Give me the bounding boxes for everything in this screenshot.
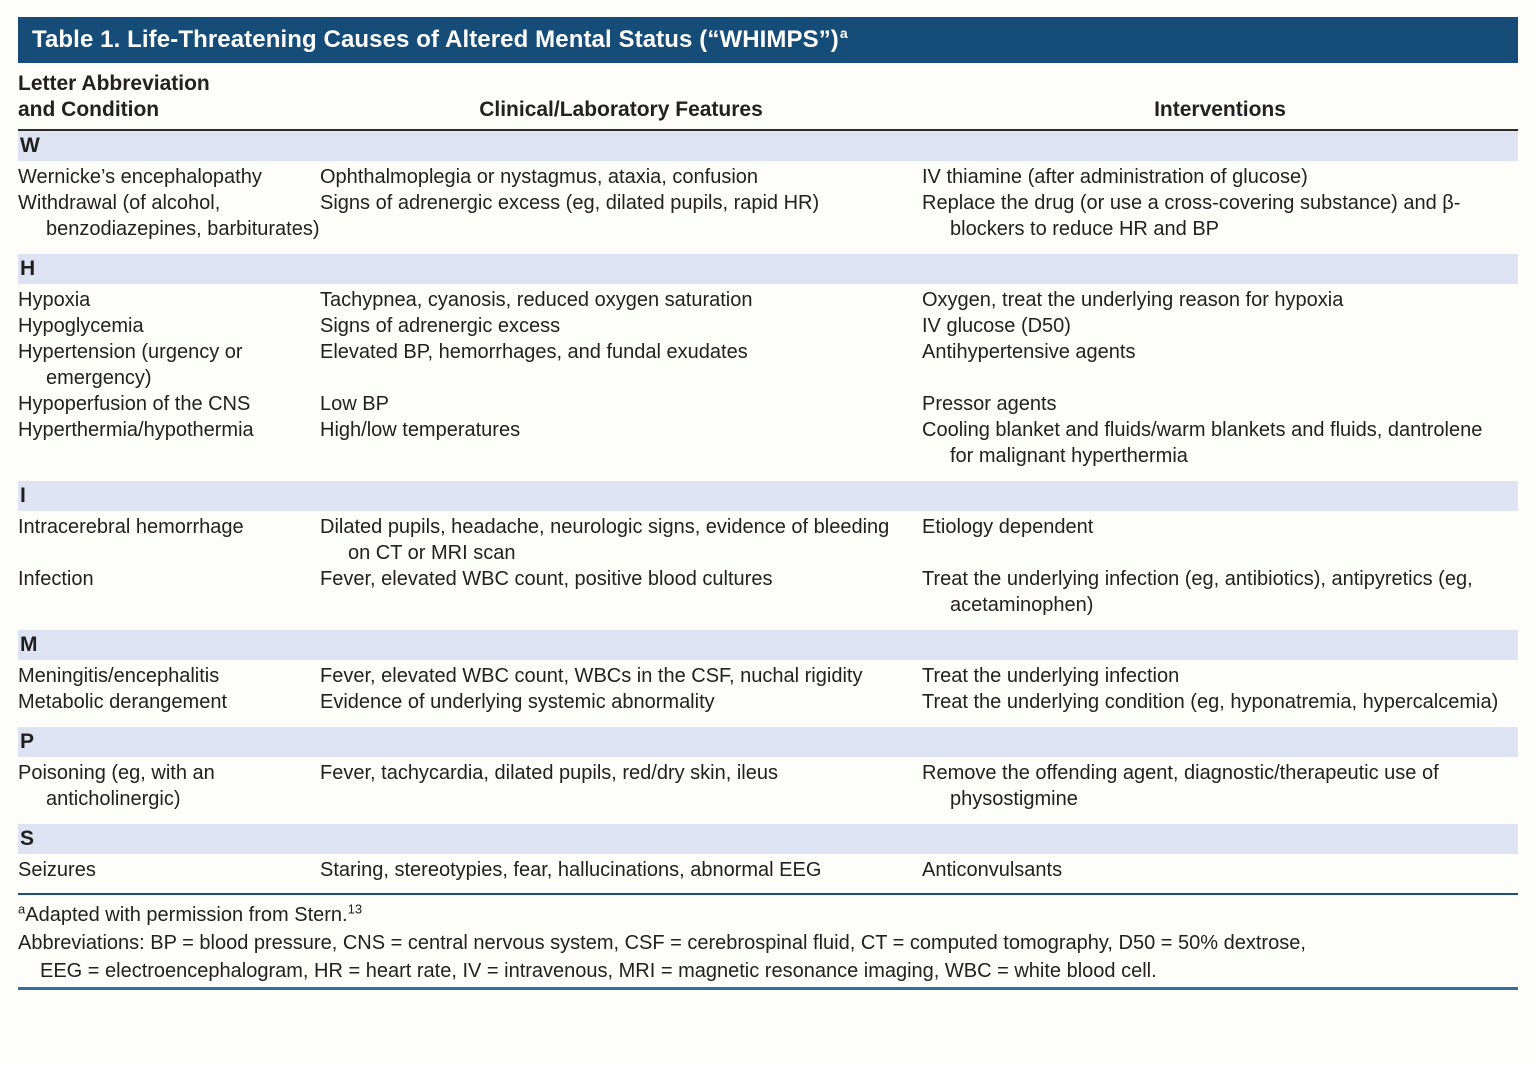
- table-title-footnote-marker: a: [839, 25, 848, 41]
- whimps-table-card: Table 1. Life-Threatening Causes of Alte…: [18, 17, 1518, 990]
- table-row: Hyperthermia/hypothermia High/low temper…: [18, 417, 1518, 481]
- table-row: Infection Fever, elevated WBC count, pos…: [18, 566, 1518, 630]
- interventions-cell: Antihypertensive agents: [922, 341, 1136, 363]
- column-header-features: Clinical/Laboratory Features: [320, 63, 922, 131]
- table-row: Withdrawal (of alcohol, benzodiazepines,…: [18, 190, 1518, 254]
- section-row-w: W: [18, 130, 1518, 161]
- condition-cell: Hyperthermia/hypothermia: [18, 419, 254, 441]
- pre-footnote-rule: [18, 893, 1518, 895]
- section-letter: H: [18, 254, 1518, 284]
- table-title-text: Table 1. Life-Threatening Causes of Alte…: [32, 26, 839, 53]
- table-row: Seizures Staring, stereotypies, fear, ha…: [18, 854, 1518, 893]
- condition-cell: Intracerebral hemorrhage: [18, 516, 244, 538]
- condition-cell: Hypoxia: [18, 289, 91, 311]
- page-title: Table 1. Life-Threatening Causes of Alte…: [32, 26, 848, 54]
- features-cell: Staring, stereotypies, fear, hallucinati…: [320, 859, 822, 881]
- footnote-adapted: aAdapted with permission from Stern.13: [18, 901, 1518, 929]
- interventions-cell: Cooling blanket and fluids/warm blankets…: [922, 419, 1483, 467]
- condition-cell: Wernicke’s encephalopathy: [18, 166, 262, 188]
- table-row: Metabolic derangement Evidence of underl…: [18, 689, 1518, 727]
- column-header-row: Letter Abbreviation and Condition Clinic…: [18, 63, 1518, 131]
- features-cell: Tachypnea, cyanosis, reduced oxygen satu…: [320, 289, 753, 311]
- features-cell: Signs of adrenergic excess (eg, dilated …: [320, 192, 820, 214]
- section-letter: W: [18, 130, 1518, 161]
- features-cell: Low BP: [320, 393, 389, 415]
- interventions-cell: Etiology dependent: [922, 516, 1094, 538]
- interventions-cell: Oxygen, treat the underlying reason for …: [922, 289, 1344, 311]
- interventions-cell: IV glucose (D50): [922, 315, 1071, 337]
- condition-cell: Withdrawal (of alcohol, benzodiazepines,…: [18, 192, 320, 240]
- table-row: Meningitis/encephalitis Fever, elevated …: [18, 660, 1518, 689]
- interventions-cell: Anticonvulsants: [922, 859, 1063, 881]
- condition-cell: Poisoning (eg, with an anticholinergic): [18, 762, 215, 810]
- footnote-reference-number: 13: [347, 901, 363, 917]
- interventions-cell: Treat the underlying condition (eg, hypo…: [922, 691, 1499, 713]
- footnote-abbreviations: Abbreviations: BP = blood pressure, CNS …: [18, 929, 1518, 985]
- features-cell: Fever, elevated WBC count, WBCs in the C…: [320, 665, 863, 687]
- section-row-p: P: [18, 727, 1518, 757]
- section-row-h: H: [18, 254, 1518, 284]
- section-letter: I: [18, 481, 1518, 511]
- condition-cell: Seizures: [18, 859, 96, 881]
- section-row-m: M: [18, 630, 1518, 660]
- footnote-marker: a: [18, 901, 26, 917]
- abbreviations-line1: Abbreviations: BP = blood pressure, CNS …: [18, 932, 1306, 954]
- features-cell: Fever, elevated WBC count, positive bloo…: [320, 568, 773, 590]
- abbreviations-line2: EEG = electroencephalogram, HR = heart r…: [40, 960, 1157, 982]
- section-letter: S: [18, 824, 1518, 854]
- interventions-cell: Pressor agents: [922, 393, 1057, 415]
- whimps-table: Letter Abbreviation and Condition Clinic…: [18, 63, 1518, 893]
- features-cell: Signs of adrenergic excess: [320, 315, 561, 337]
- column-header-condition-line2: and Condition: [18, 98, 160, 121]
- bottom-rule: [18, 987, 1518, 990]
- condition-cell: Hypoglycemia: [18, 315, 144, 337]
- interventions-cell: Treat the underlying infection: [922, 665, 1180, 687]
- interventions-cell: Remove the offending agent, diagnostic/t…: [922, 762, 1439, 810]
- interventions-cell: Replace the drug (or use a cross-coverin…: [922, 192, 1461, 240]
- section-letter: P: [18, 727, 1518, 757]
- features-cell: Dilated pupils, headache, neurologic sig…: [320, 516, 890, 564]
- table-row: Hypertension (urgency or emergency) Elev…: [18, 339, 1518, 391]
- section-row-i: I: [18, 481, 1518, 511]
- section-letter: M: [18, 630, 1518, 660]
- column-header-interventions: Interventions: [922, 63, 1518, 131]
- footnotes: aAdapted with permission from Stern.13 A…: [18, 895, 1518, 985]
- features-cell: Fever, tachycardia, dilated pupils, red/…: [320, 762, 778, 784]
- features-cell: High/low temperatures: [320, 419, 521, 441]
- section-row-s: S: [18, 824, 1518, 854]
- features-cell: Ophthalmoplegia or nystagmus, ataxia, co…: [320, 166, 759, 188]
- table-row: Hypoglycemia Signs of adrenergic excess …: [18, 313, 1518, 339]
- table-row: Poisoning (eg, with an anticholinergic) …: [18, 757, 1518, 824]
- condition-cell: Metabolic derangement: [18, 691, 228, 713]
- footnote-adapted-text: Adapted with permission from Stern.: [25, 904, 348, 926]
- interventions-cell: IV thiamine (after administration of glu…: [922, 166, 1308, 188]
- table-row: Intracerebral hemorrhage Dilated pupils,…: [18, 511, 1518, 566]
- table-row: Hypoperfusion of the CNS Low BP Pressor …: [18, 391, 1518, 417]
- table-title-bar: Table 1. Life-Threatening Causes of Alte…: [18, 17, 1518, 63]
- features-cell: Evidence of underlying systemic abnormal…: [320, 691, 715, 713]
- table-row: Hypoxia Tachypnea, cyanosis, reduced oxy…: [18, 284, 1518, 313]
- condition-cell: Meningitis/encephalitis: [18, 665, 220, 687]
- features-cell: Elevated BP, hemorrhages, and fundal exu…: [320, 341, 748, 363]
- condition-cell: Hypoperfusion of the CNS: [18, 393, 251, 415]
- column-header-condition: Letter Abbreviation and Condition: [18, 63, 320, 131]
- condition-cell: Infection: [18, 568, 94, 590]
- table-row: Wernicke’s encephalopathy Ophthalmoplegi…: [18, 161, 1518, 190]
- condition-cell: Hypertension (urgency or emergency): [18, 341, 243, 389]
- interventions-cell: Treat the underlying infection (eg, anti…: [922, 568, 1473, 616]
- column-header-condition-line1: Letter Abbreviation: [18, 72, 210, 95]
